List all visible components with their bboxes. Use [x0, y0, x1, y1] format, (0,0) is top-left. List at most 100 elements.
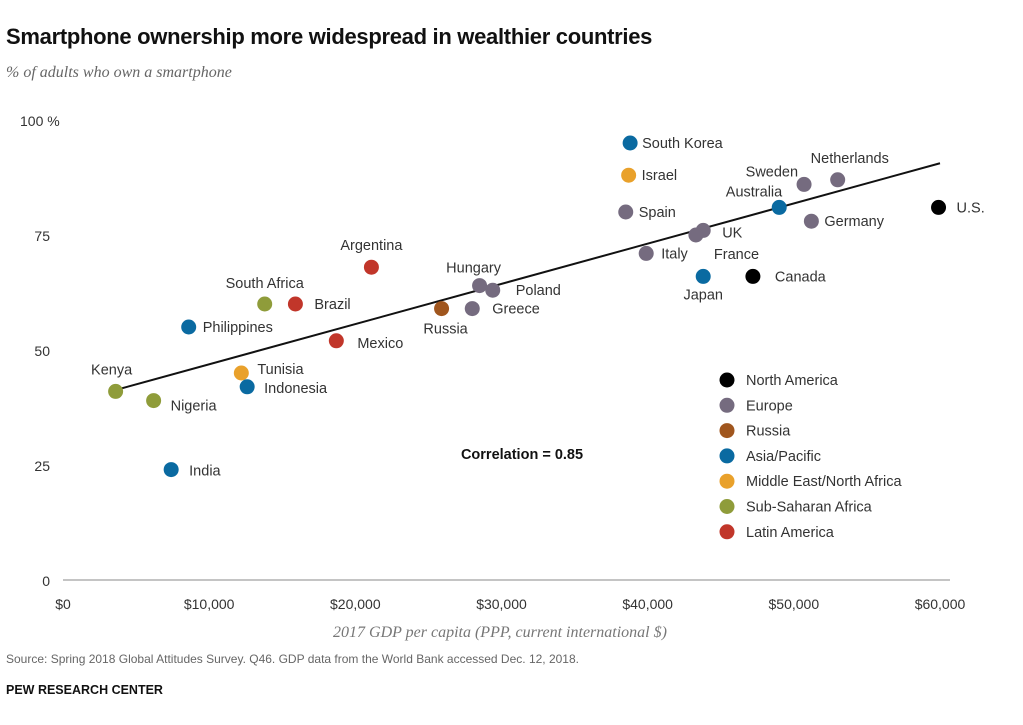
data-point-japan: Japan [683, 268, 723, 303]
point-marker [695, 268, 711, 284]
point-label: UK [722, 225, 742, 241]
data-point-u-s-: U.S. [931, 199, 985, 216]
point-label: South Korea [642, 136, 724, 152]
legend-swatch [719, 524, 735, 540]
point-label: Poland [516, 283, 561, 299]
legend-item: Russia [719, 423, 791, 440]
point-label: Brazil [314, 297, 350, 313]
point-marker [485, 282, 501, 298]
point-marker [328, 333, 344, 349]
point-label: Hungary [446, 261, 502, 277]
point-label: Australia [726, 184, 783, 200]
x-tick-label: $50,000 [769, 596, 820, 612]
data-point-philippines: Philippines [181, 319, 273, 336]
legend-label: Asia/Pacific [746, 449, 821, 465]
legend-item: North America [719, 372, 839, 389]
data-point-germany: Germany [803, 213, 885, 230]
point-label: Italy [661, 246, 688, 262]
legend-item: Europe [719, 397, 793, 414]
data-point-south-africa: South Africa [226, 276, 305, 312]
data-point-greece: Greece [464, 301, 540, 318]
data-point-canada: Canada [745, 268, 827, 285]
source-note: Source: Spring 2018 Global Attitudes Sur… [6, 652, 579, 666]
point-label: Philippines [203, 320, 273, 336]
point-marker [239, 379, 255, 395]
legend-swatch [719, 448, 735, 464]
data-point-spain: Spain [618, 204, 676, 221]
point-marker [745, 268, 761, 284]
data-point-nigeria: Nigeria [146, 393, 217, 415]
point-marker [688, 227, 704, 243]
legend-swatch [719, 423, 735, 439]
data-point-tunisia: Tunisia [233, 362, 304, 381]
point-marker [163, 462, 179, 478]
point-marker [257, 296, 273, 312]
legend-label: Middle East/North Africa [746, 474, 902, 490]
point-label: Kenya [91, 362, 133, 378]
point-label: Nigeria [171, 399, 218, 415]
point-label: Russia [423, 322, 468, 338]
x-tick-label: $20,000 [330, 596, 381, 612]
point-label: Indonesia [264, 381, 328, 397]
data-point-france: France [688, 227, 759, 263]
point-marker [796, 176, 812, 192]
data-point-italy: Italy [638, 245, 689, 262]
x-tick-label: $10,000 [184, 596, 235, 612]
point-marker [803, 213, 819, 229]
data-point-poland: Poland [485, 282, 561, 299]
legend-label: Sub-Saharan Africa [746, 500, 873, 516]
point-label: Sweden [746, 164, 798, 180]
point-marker [771, 199, 787, 215]
point-marker [621, 167, 637, 183]
point-marker [363, 259, 379, 275]
y-tick-label: 25 [34, 458, 50, 474]
point-marker [233, 365, 249, 381]
y-tick-label: 75 [34, 228, 50, 244]
point-label: Argentina [340, 238, 403, 254]
point-marker [618, 204, 634, 220]
legend-swatch [719, 372, 735, 388]
data-point-hungary: Hungary [446, 261, 502, 294]
point-label: Canada [775, 269, 827, 285]
data-point-israel: Israel [621, 167, 677, 184]
point-marker [146, 393, 162, 409]
point-marker [931, 199, 947, 215]
legend-label: Latin America [746, 525, 835, 541]
data-point-australia: Australia [726, 184, 787, 215]
data-point-argentina: Argentina [340, 238, 403, 275]
point-label: Mexico [357, 336, 403, 352]
legend-swatch [719, 397, 735, 413]
legend-label: Europe [746, 398, 793, 414]
data-point-russia: Russia [423, 301, 469, 338]
data-point-india: India [163, 462, 222, 480]
point-label: Germany [824, 214, 884, 230]
data-point-south-korea: South Korea [622, 135, 724, 152]
point-label: Japan [683, 287, 723, 303]
y-tick-label: 100 % [20, 113, 60, 129]
point-marker [638, 245, 654, 261]
data-point-indonesia: Indonesia [239, 379, 328, 397]
data-point-brazil: Brazil [287, 296, 351, 313]
brand-footer: PEW RESEARCH CENTER [6, 683, 163, 697]
x-axis-label: 2017 GDP per capita (PPP, current intern… [333, 624, 667, 641]
legend-swatch [719, 473, 735, 489]
trend-line [115, 162, 941, 391]
legend-item: Sub-Saharan Africa [719, 499, 873, 516]
legend-item: Asia/Pacific [719, 448, 821, 465]
correlation-annotation: Correlation = 0.85 [461, 447, 583, 463]
point-marker [464, 301, 480, 317]
legend-item: Middle East/North Africa [719, 473, 902, 490]
x-tick-label: $30,000 [476, 596, 527, 612]
x-tick-label: $40,000 [622, 596, 673, 612]
point-marker [434, 301, 450, 317]
point-label: Netherlands [811, 151, 889, 167]
data-point-netherlands: Netherlands [811, 151, 889, 188]
point-label: Israel [642, 168, 677, 184]
data-point-kenya: Kenya [91, 362, 133, 399]
point-label: U.S. [957, 200, 985, 216]
point-marker [472, 278, 488, 294]
x-tick-label: $0 [55, 596, 71, 612]
point-marker [830, 172, 846, 188]
point-marker [181, 319, 197, 335]
